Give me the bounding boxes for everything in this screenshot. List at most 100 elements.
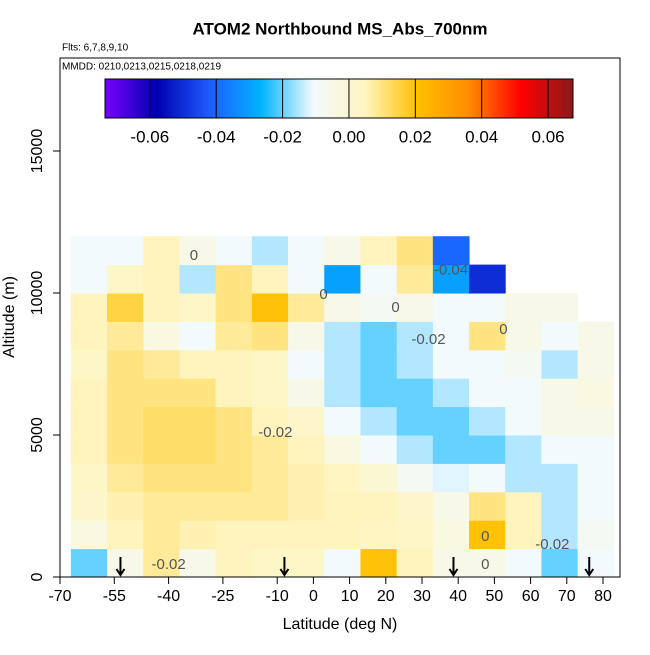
x-axis-label: Latitude (deg N): [283, 616, 398, 633]
contour-label: 0: [190, 247, 198, 264]
colorbar-slice: [404, 79, 408, 118]
heat-cell: [432, 491, 470, 521]
colorbar-slice: [448, 79, 452, 118]
colorbar-slice: [128, 79, 132, 118]
heat-cell: [324, 548, 361, 578]
y-tick-label: 5000: [29, 417, 46, 453]
heat-cell: [288, 406, 325, 436]
colorbar: [105, 79, 574, 118]
heat-cell: [469, 406, 506, 436]
colorbar-slice: [240, 79, 244, 118]
heat-cell: [179, 491, 217, 521]
colorbar-tick-label: 0.00: [332, 127, 365, 146]
heat-cell: [107, 491, 144, 521]
colorbar-slice: [107, 79, 111, 118]
heat-cell: [179, 548, 217, 578]
colorbar-slice: [114, 79, 118, 118]
colorbar-slice: [481, 79, 485, 118]
colorbar-slice: [544, 79, 548, 118]
heat-cell: [70, 491, 108, 521]
heat-cell: [469, 491, 506, 521]
colorbar-slice: [474, 79, 478, 118]
colorbar-slice: [165, 79, 169, 118]
heat-cell: [288, 463, 325, 493]
colorbar-slice: [353, 79, 356, 118]
colorbar-slice: [558, 79, 562, 118]
colorbar-slice: [385, 79, 389, 118]
colorbar-slice: [486, 79, 490, 118]
heat-cell: [577, 491, 615, 521]
heat-cell: [251, 463, 289, 493]
colorbar-slice: [112, 79, 115, 118]
colorbar-slice: [243, 79, 246, 118]
heat-cell: [288, 378, 325, 408]
heat-cell: [360, 435, 398, 464]
subtitle: Flts: 6,7,8,9,10: [62, 43, 129, 54]
heat-cell: [179, 264, 217, 294]
colorbar-frame: [104, 78, 574, 119]
colorbar-slice: [519, 79, 523, 118]
colorbar-slice: [303, 79, 307, 118]
colorbar-slice: [147, 79, 150, 118]
colorbar-slice: [397, 79, 401, 118]
colorbar-slice: [439, 79, 443, 118]
colorbar-slice: [502, 79, 506, 118]
colorbar-slice: [170, 79, 174, 118]
heat-cell: [179, 378, 217, 408]
profile-marker: [448, 557, 459, 577]
colorbar-slice: [460, 79, 464, 118]
contour-label: -0.02: [258, 424, 292, 441]
colorbar-slice: [357, 79, 361, 118]
colorbar-slice: [570, 79, 574, 118]
heat-cell: [215, 321, 253, 351]
heat-cell: [288, 491, 325, 521]
colorbar-slice: [470, 79, 473, 118]
heat-cell: [215, 463, 253, 493]
contour-label: 0: [319, 286, 327, 303]
heat-cell: [107, 349, 144, 379]
heat-cell: [360, 321, 398, 351]
colorbar-slice: [231, 79, 235, 118]
heat-cell: [288, 264, 325, 294]
heat-cell: [396, 349, 434, 379]
colorbar-tick-label: -0.02: [263, 127, 302, 146]
colorbar-slice: [320, 79, 324, 118]
colorbar-slice: [191, 79, 195, 118]
colorbar-slice: [212, 79, 216, 118]
colorbar-slice: [441, 79, 445, 118]
heat-cell: [215, 491, 253, 521]
colorbar-slice: [289, 79, 293, 118]
heat-cell: [432, 463, 470, 493]
colorbar-slice: [423, 79, 427, 118]
colorbar-slice: [374, 79, 377, 118]
heat-cell: [70, 321, 108, 351]
heat-cell: [288, 321, 325, 351]
colorbar-slice: [406, 79, 410, 118]
heat-cell: [288, 435, 325, 464]
x-tick-label: 30: [413, 588, 431, 605]
colorbar-slice: [420, 79, 424, 118]
heat-cell: [179, 463, 217, 493]
heat-cell: [360, 463, 398, 493]
heat-cell: [70, 236, 108, 266]
colorbar-slice: [313, 79, 317, 118]
colorbar-slice: [275, 79, 279, 118]
colorbar-slice: [334, 79, 338, 118]
heat-cell: [505, 406, 542, 436]
colorbar-slice: [348, 79, 352, 118]
colorbar-slice: [458, 79, 462, 118]
heat-cell: [179, 406, 217, 436]
heat-cell: [179, 520, 217, 550]
colorbar-slice: [488, 79, 492, 118]
colorbar-slice: [266, 79, 270, 118]
heat-cell: [432, 264, 470, 294]
heat-cell: [324, 321, 361, 351]
heat-cell: [396, 264, 434, 294]
colorbar-tick-label: 0.04: [465, 127, 498, 146]
colorbar-slice: [151, 79, 155, 118]
colorbar-slice: [463, 79, 466, 118]
colorbar-tick-label: -0.06: [130, 127, 169, 146]
colorbar-slice: [123, 79, 127, 118]
heat-cell: [469, 548, 506, 578]
colorbar-slice: [282, 79, 286, 118]
